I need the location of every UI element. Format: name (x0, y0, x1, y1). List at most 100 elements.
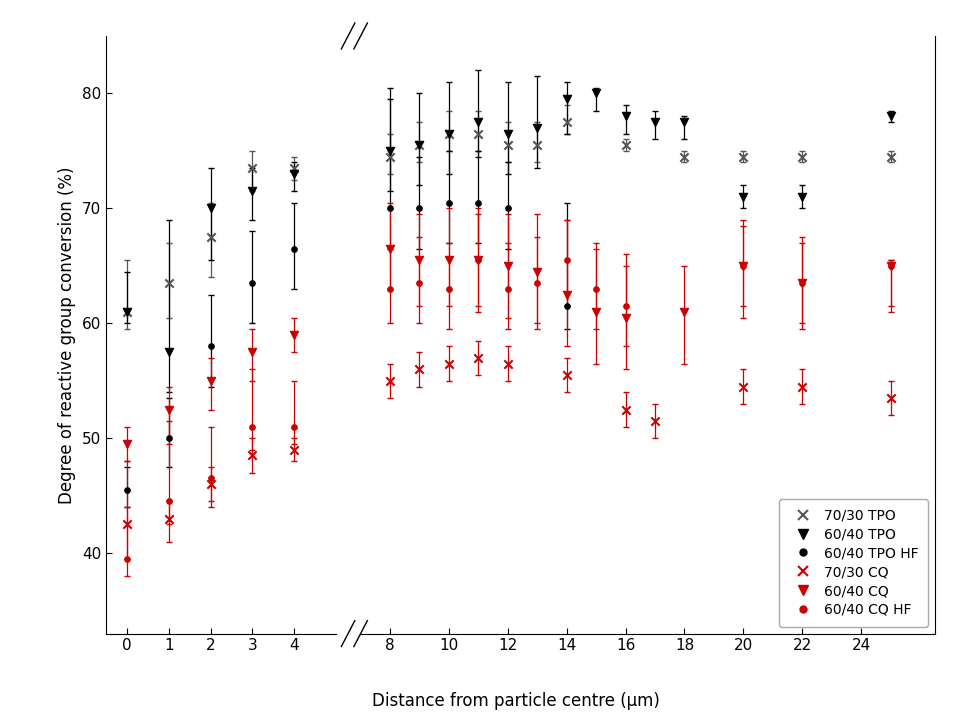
Point (794, 151, 810, 163)
Legend: 70/30 TPO, 60/40 TPO, 60/40 TPO HF, 70/30 CQ, 60/40 CQ, 60/40 CQ HF: 70/30 TPO, 60/40 TPO, 60/40 TPO HF, 70/3… (779, 499, 928, 626)
Point (470, 117, 486, 128)
Point (470, 254, 486, 266)
Point (470, 197, 486, 208)
Point (794, 277, 810, 289)
Point (120, 484, 135, 495)
Point (412, 202, 427, 214)
Point (647, 415, 662, 427)
Point (794, 381, 810, 392)
Point (736, 381, 751, 392)
Point (529, 122, 545, 134)
Point (382, 151, 397, 163)
Point (161, 513, 176, 524)
Point (618, 300, 633, 312)
Point (120, 438, 135, 450)
Point (883, 111, 898, 122)
Y-axis label: Degree of reactive group conversion (%): Degree of reactive group conversion (%) (58, 166, 76, 503)
Point (382, 202, 397, 214)
Point (736, 191, 751, 202)
Point (245, 346, 260, 358)
Point (529, 266, 545, 277)
Point (245, 450, 260, 462)
Point (412, 364, 427, 375)
Point (736, 151, 751, 163)
Point (677, 306, 692, 318)
Point (677, 117, 692, 128)
Point (202, 341, 218, 352)
Point (618, 111, 633, 122)
Point (286, 444, 302, 456)
Text: Distance from particle centre (μm): Distance from particle centre (μm) (372, 692, 659, 710)
Point (161, 404, 176, 415)
Point (202, 473, 218, 485)
Point (588, 306, 603, 318)
Point (441, 128, 456, 140)
Point (883, 392, 898, 404)
Point (441, 254, 456, 266)
Point (120, 518, 135, 530)
Point (794, 191, 810, 202)
Point (412, 140, 427, 151)
Point (470, 352, 486, 364)
Point (883, 151, 898, 163)
Point (161, 433, 176, 444)
Point (500, 202, 516, 214)
Point (559, 94, 575, 105)
Point (647, 117, 662, 128)
Point (500, 260, 516, 271)
Point (559, 300, 575, 312)
Point (412, 277, 427, 289)
Point (500, 283, 516, 294)
Point (120, 553, 135, 564)
Point (736, 260, 751, 271)
Point (500, 140, 516, 151)
Point (120, 306, 135, 318)
Point (736, 260, 751, 271)
Point (677, 151, 692, 163)
Point (618, 140, 633, 151)
Point (120, 306, 135, 318)
Point (202, 479, 218, 490)
Point (412, 140, 427, 151)
Point (470, 254, 486, 266)
Point (441, 283, 456, 294)
Point (245, 185, 260, 197)
Point (161, 277, 176, 289)
Point (559, 117, 575, 128)
Point (286, 329, 302, 341)
Point (559, 289, 575, 300)
Point (245, 421, 260, 433)
Point (500, 128, 516, 140)
Point (161, 346, 176, 358)
Point (883, 260, 898, 271)
Point (286, 168, 302, 180)
Point (883, 260, 898, 271)
Point (202, 375, 218, 387)
Point (588, 283, 603, 294)
Point (286, 163, 302, 174)
Point (441, 197, 456, 208)
Point (441, 128, 456, 140)
Point (245, 277, 260, 289)
Point (382, 243, 397, 254)
Point (529, 140, 545, 151)
Point (559, 369, 575, 381)
Point (202, 202, 218, 214)
Point (618, 312, 633, 323)
Point (286, 421, 302, 433)
Point (382, 283, 397, 294)
Point (470, 128, 486, 140)
Point (441, 358, 456, 369)
Point (500, 358, 516, 369)
Point (245, 163, 260, 174)
Point (529, 277, 545, 289)
Point (382, 375, 397, 387)
Point (161, 495, 176, 507)
Point (794, 277, 810, 289)
Point (618, 404, 633, 415)
Point (202, 231, 218, 243)
Point (412, 254, 427, 266)
Point (382, 145, 397, 157)
Point (559, 254, 575, 266)
Point (286, 243, 302, 254)
